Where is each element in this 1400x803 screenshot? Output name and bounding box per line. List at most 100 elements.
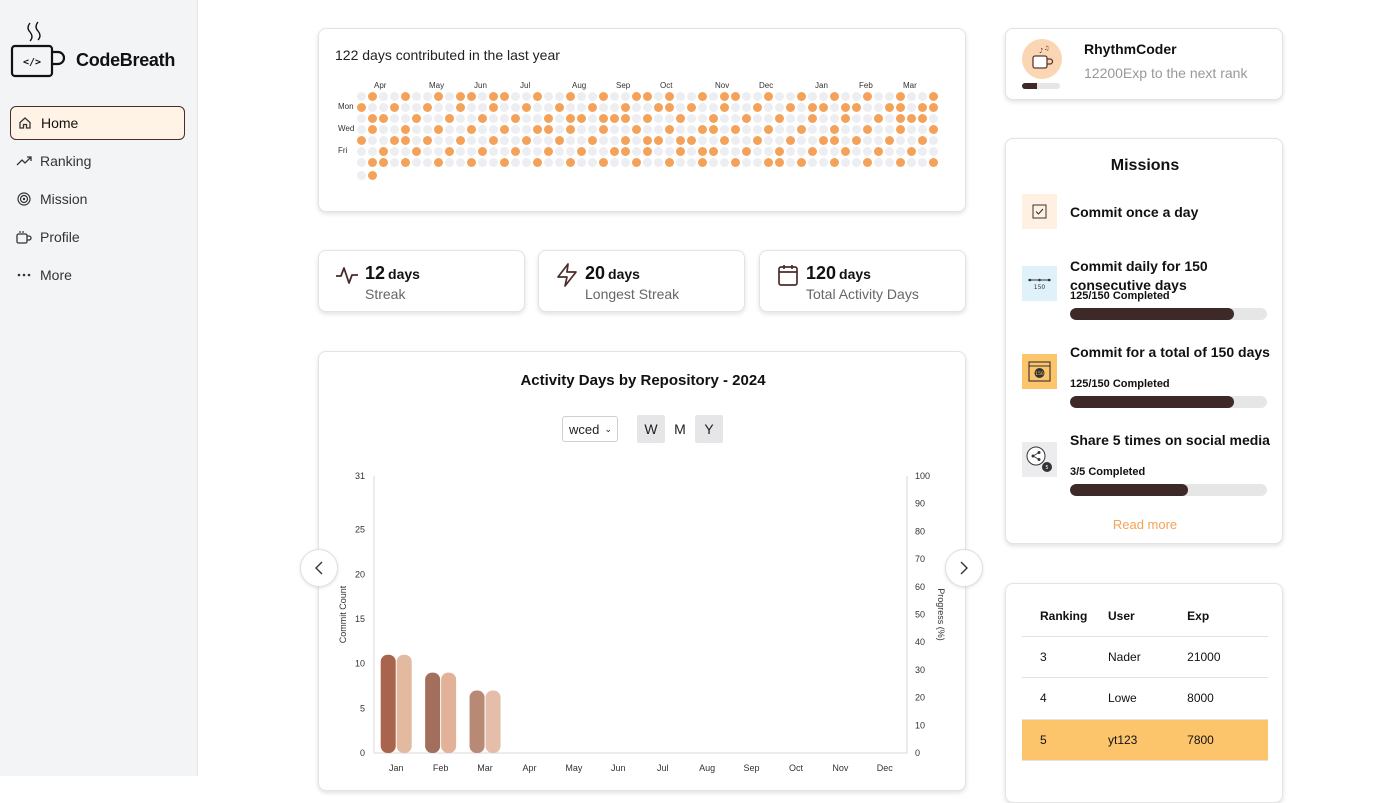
y2-tick-label: 80 bbox=[915, 526, 925, 536]
sidebar-item-more[interactable]: More bbox=[10, 258, 185, 292]
contribution-day bbox=[500, 158, 509, 167]
contribution-day bbox=[533, 158, 542, 167]
chart-prev-button[interactable] bbox=[300, 549, 338, 587]
contribution-day bbox=[577, 125, 586, 134]
contribution-day bbox=[918, 103, 927, 112]
home-icon bbox=[17, 115, 33, 131]
contribution-day bbox=[852, 114, 861, 123]
sidebar-item-mission[interactable]: Mission bbox=[10, 182, 185, 216]
contribution-day bbox=[456, 125, 465, 134]
y-tick-label: 0 bbox=[360, 748, 365, 758]
contribution-day bbox=[753, 158, 762, 167]
toggle-week[interactable]: W bbox=[637, 415, 665, 443]
contribution-day bbox=[775, 158, 784, 167]
contribution-day bbox=[621, 92, 630, 101]
contribution-day bbox=[753, 114, 762, 123]
contribution-day bbox=[764, 103, 773, 112]
contribution-day bbox=[918, 114, 927, 123]
y2-tick-label: 10 bbox=[915, 720, 925, 730]
chart-bar bbox=[380, 654, 396, 753]
contribution-day bbox=[489, 92, 498, 101]
contribution-day bbox=[478, 125, 487, 134]
profile-card[interactable]: ♪ ♫ RhythmCoder 12200Exp to the next ran… bbox=[1005, 28, 1283, 100]
month-label: Jan bbox=[815, 81, 828, 90]
contribution-day bbox=[588, 136, 597, 145]
table-row-current-user[interactable]: 5 yt123 7800 bbox=[1022, 719, 1268, 761]
contribution-day bbox=[511, 125, 520, 134]
table-row[interactable]: 3 Nader 21000 bbox=[1022, 636, 1268, 678]
stat-label: Longest Streak bbox=[585, 286, 680, 302]
contribution-day bbox=[808, 158, 817, 167]
contribution-day bbox=[907, 147, 916, 156]
chart-next-button[interactable] bbox=[945, 549, 983, 587]
contribution-day bbox=[874, 114, 883, 123]
contribution-day bbox=[830, 136, 839, 145]
contribution-day bbox=[522, 147, 531, 156]
cup-icon bbox=[16, 229, 32, 245]
y2-tick-label: 90 bbox=[915, 499, 925, 509]
contribution-day bbox=[401, 125, 410, 134]
mission-progress-fill bbox=[1070, 484, 1189, 496]
contribution-day bbox=[599, 114, 608, 123]
contribution-day bbox=[874, 103, 883, 112]
contribution-day bbox=[830, 114, 839, 123]
contribution-day bbox=[753, 125, 762, 134]
logo[interactable]: </> CodeBreath bbox=[10, 20, 190, 82]
contribution-day bbox=[720, 103, 729, 112]
sidebar-item-profile[interactable]: Profile bbox=[10, 220, 185, 254]
stat-value: 12 days bbox=[365, 263, 420, 283]
contribution-day bbox=[731, 92, 740, 101]
user-cell: Lowe bbox=[1108, 677, 1188, 720]
y-tick-label: 15 bbox=[355, 614, 365, 624]
contribution-day bbox=[478, 103, 487, 112]
contribution-day bbox=[412, 103, 421, 112]
contribution-day bbox=[500, 114, 509, 123]
contribution-day bbox=[632, 103, 641, 112]
contribution-day bbox=[500, 147, 509, 156]
contribution-day bbox=[544, 147, 553, 156]
timeline-icon: 150 bbox=[1022, 266, 1057, 301]
contribution-day bbox=[841, 147, 850, 156]
contribution-day bbox=[764, 136, 773, 145]
contribution-day bbox=[467, 125, 476, 134]
contribution-day bbox=[434, 147, 443, 156]
contribution-day bbox=[764, 147, 773, 156]
contribution-day bbox=[907, 92, 916, 101]
contribution-day bbox=[885, 103, 894, 112]
toggle-month[interactable]: M bbox=[666, 415, 694, 443]
month-label: Apr bbox=[374, 81, 387, 90]
chart-bar bbox=[396, 654, 412, 753]
sidebar: </> CodeBreath Home Ranking Mission bbox=[0, 0, 198, 776]
contribution-day bbox=[577, 103, 586, 112]
repo-select[interactable]: wced ⌄ bbox=[562, 416, 618, 442]
contribution-day bbox=[522, 158, 531, 167]
contribution-day bbox=[841, 114, 850, 123]
table-row[interactable]: 4 Lowe 8000 bbox=[1022, 677, 1268, 720]
toggle-year[interactable]: Y bbox=[695, 415, 723, 443]
y2-tick-label: 40 bbox=[915, 637, 925, 647]
contribution-day bbox=[522, 136, 531, 145]
mission-progress-bar bbox=[1070, 308, 1267, 320]
y2-axis-label: Progress (%) bbox=[936, 588, 946, 641]
contribution-day bbox=[555, 158, 564, 167]
contribution-day bbox=[588, 125, 597, 134]
y2-tick-label: 60 bbox=[915, 582, 925, 592]
read-more-link[interactable]: Read more bbox=[1112, 517, 1178, 532]
user-cell: yt123 bbox=[1108, 719, 1188, 761]
app-name: CodeBreath bbox=[76, 50, 176, 70]
contribution-day bbox=[621, 114, 630, 123]
contribution-day bbox=[665, 147, 674, 156]
contribution-day bbox=[434, 125, 443, 134]
contribution-day bbox=[819, 92, 828, 101]
svg-text:</>: </> bbox=[23, 57, 41, 68]
contribution-day bbox=[456, 147, 465, 156]
sidebar-item-home[interactable]: Home bbox=[10, 106, 185, 140]
contribution-day bbox=[599, 92, 608, 101]
contribution-day bbox=[445, 158, 454, 167]
x-tick-label: Sep bbox=[744, 763, 760, 773]
contribution-day bbox=[621, 147, 630, 156]
contribution-day bbox=[929, 103, 938, 112]
contribution-day bbox=[467, 147, 476, 156]
sidebar-item-ranking[interactable]: Ranking bbox=[10, 144, 185, 178]
exp-cell: 21000 bbox=[1187, 636, 1268, 678]
